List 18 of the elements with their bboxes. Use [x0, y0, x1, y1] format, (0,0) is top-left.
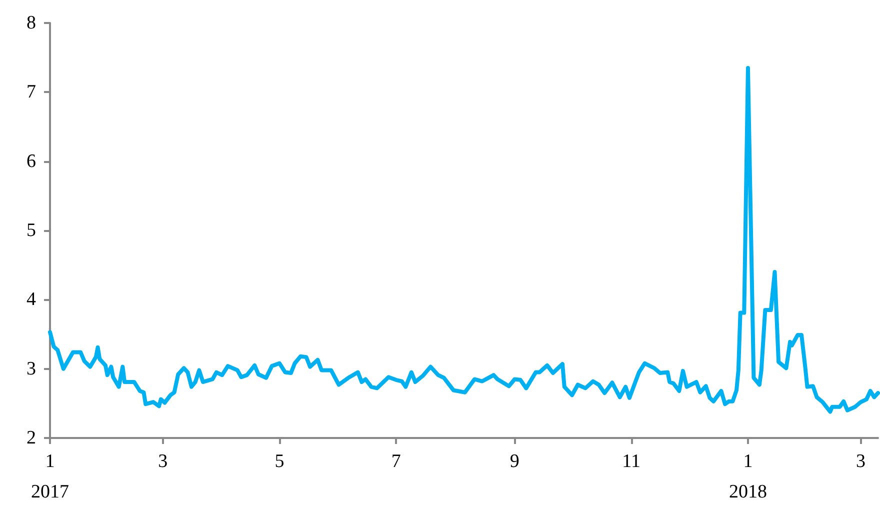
text: 2018 — [728, 482, 767, 502]
y-tick-label: 2 — [26, 428, 36, 448]
y-tick-label: 6 — [26, 150, 36, 172]
y-tick-label: 5 — [26, 220, 36, 241]
text: 2017 — [31, 482, 69, 502]
x-tick-label: 5 — [274, 451, 284, 472]
x-tick-label: 3 — [856, 451, 866, 472]
y-tick-label: 4 — [26, 289, 36, 310]
y-tick-label: 3 — [26, 358, 36, 380]
line-series — [48, 66, 880, 414]
x-tick-label: 3 — [158, 451, 168, 472]
y-tick-label: 8 — [26, 12, 36, 34]
y-tick-label: 7 — [26, 82, 36, 103]
x-tick-label: 1 — [743, 451, 753, 472]
x-tick-label: 9 — [510, 451, 520, 472]
x-tick-label: 11 — [622, 451, 640, 472]
x-tick-label: 7 — [391, 451, 401, 472]
x-tick-label: 1 — [45, 451, 55, 472]
